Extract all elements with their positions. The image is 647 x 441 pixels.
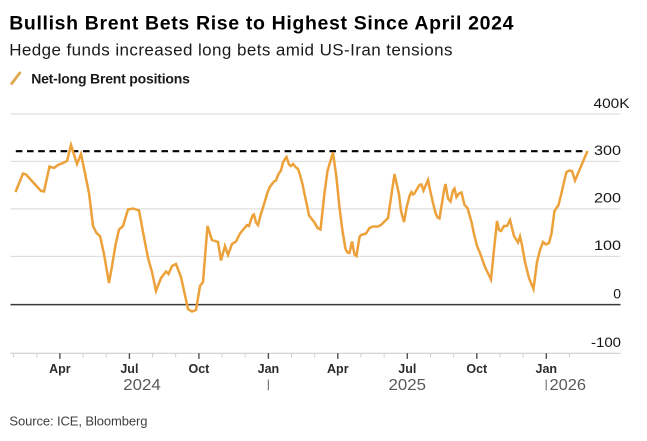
svg-text:2025: 2025 — [389, 377, 427, 394]
svg-text:Oct: Oct — [188, 362, 210, 376]
svg-text:2026: 2026 — [550, 377, 587, 394]
svg-text:Oct: Oct — [466, 362, 488, 376]
svg-text:Bullish Brent Bets Rise to Hig: Bullish Brent Bets Rise to Highest Since… — [9, 12, 514, 34]
svg-text:Jul: Jul — [398, 362, 416, 376]
svg-text:300: 300 — [594, 142, 621, 158]
svg-text:0: 0 — [613, 285, 621, 301]
svg-text:2024: 2024 — [123, 377, 161, 394]
svg-text:-100: -100 — [591, 334, 621, 350]
svg-text:Apr: Apr — [327, 362, 349, 376]
svg-text:Jul: Jul — [120, 362, 138, 376]
svg-text:Source: ICE, Bloomberg: Source: ICE, Bloomberg — [9, 413, 147, 428]
svg-text:Jan: Jan — [536, 362, 558, 376]
svg-text:200: 200 — [594, 190, 621, 206]
svg-text:Net-long Brent positions: Net-long Brent positions — [31, 71, 190, 87]
svg-text:400K: 400K — [594, 95, 631, 111]
svg-text:Hedge funds increased long bet: Hedge funds increased long bets amid US-… — [9, 41, 453, 60]
svg-text:Apr: Apr — [49, 362, 71, 376]
svg-text:100: 100 — [594, 237, 621, 253]
svg-text:Jan: Jan — [258, 362, 280, 376]
